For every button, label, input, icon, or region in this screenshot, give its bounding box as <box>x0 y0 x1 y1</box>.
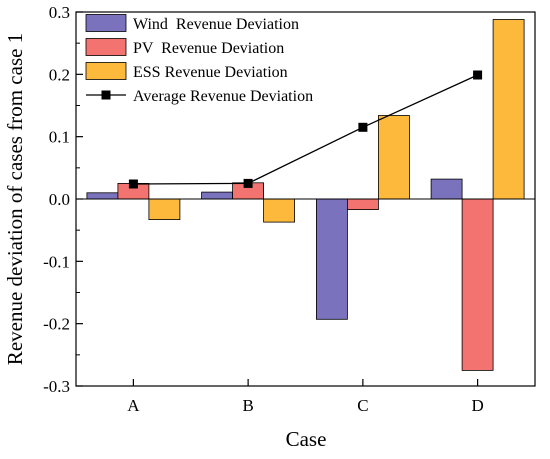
bar-layer <box>86 19 525 371</box>
y-tick-label: 0.3 <box>49 3 70 22</box>
y-tick-label: -0.2 <box>43 315 70 334</box>
legend-label-pv-revenue-deviation: PV Revenue Deviation <box>133 40 284 57</box>
legend: Wind Revenue Deviation PV Revenue Deviati… <box>85 14 313 105</box>
y-tick-label: -0.3 <box>43 377 70 396</box>
bar-ess-revenue-deviation-d <box>492 19 525 200</box>
marker-average-revenue-deviation-a <box>128 179 138 189</box>
y-tick-label: 0.2 <box>49 65 70 84</box>
bar-wind-revenue-deviation-a <box>86 192 119 200</box>
y-tick-label: -0.1 <box>43 252 70 271</box>
bar-ess-revenue-deviation-a <box>148 198 181 221</box>
legend-label-average-revenue-deviation: Average Revenue Deviation <box>133 88 313 105</box>
y-tick-label: 0.0 <box>49 190 70 209</box>
x-tick-label-d: D <box>471 396 483 415</box>
legend-marker-average-revenue-deviation <box>101 90 111 100</box>
average-line-layer <box>128 70 483 189</box>
bar-ess-revenue-deviation-b <box>263 198 296 223</box>
y-tick-label: 0.1 <box>49 128 70 147</box>
bar-pv-revenue-deviation-c <box>346 198 379 211</box>
axes: -0.3 -0.2 -0.1 0.0 0.1 0.2 0.3 A B C D <box>43 3 536 415</box>
x-tick-label-b: B <box>242 396 253 415</box>
bar-wind-revenue-deviation-c <box>315 198 348 320</box>
x-axis-title: Case <box>286 427 327 451</box>
marker-average-revenue-deviation-d <box>473 70 483 80</box>
legend-swatch-ess-revenue-deviation <box>85 62 127 80</box>
bar-ess-revenue-deviation-c <box>377 115 410 200</box>
legend-swatch-wind-revenue-deviation <box>85 14 127 32</box>
x-tick-label-c: C <box>357 396 368 415</box>
y-axis-title: Revenue deviation of cases from case 1 <box>3 33 27 365</box>
bar-wind-revenue-deviation-b <box>201 191 234 200</box>
legend-swatch-pv-revenue-deviation <box>85 38 127 56</box>
marker-average-revenue-deviation-c <box>358 122 368 132</box>
x-tick-label-a: A <box>127 396 140 415</box>
bar-pv-revenue-deviation-d <box>461 198 494 371</box>
bar-wind-revenue-deviation-d <box>430 178 463 200</box>
marker-average-revenue-deviation-b <box>243 178 253 188</box>
legend-label-ess-revenue-deviation: ESS Revenue Deviation <box>133 64 288 81</box>
line-average-revenue-deviation <box>133 74 478 185</box>
legend-label-wind-revenue-deviation: Wind Revenue Deviation <box>133 16 299 33</box>
